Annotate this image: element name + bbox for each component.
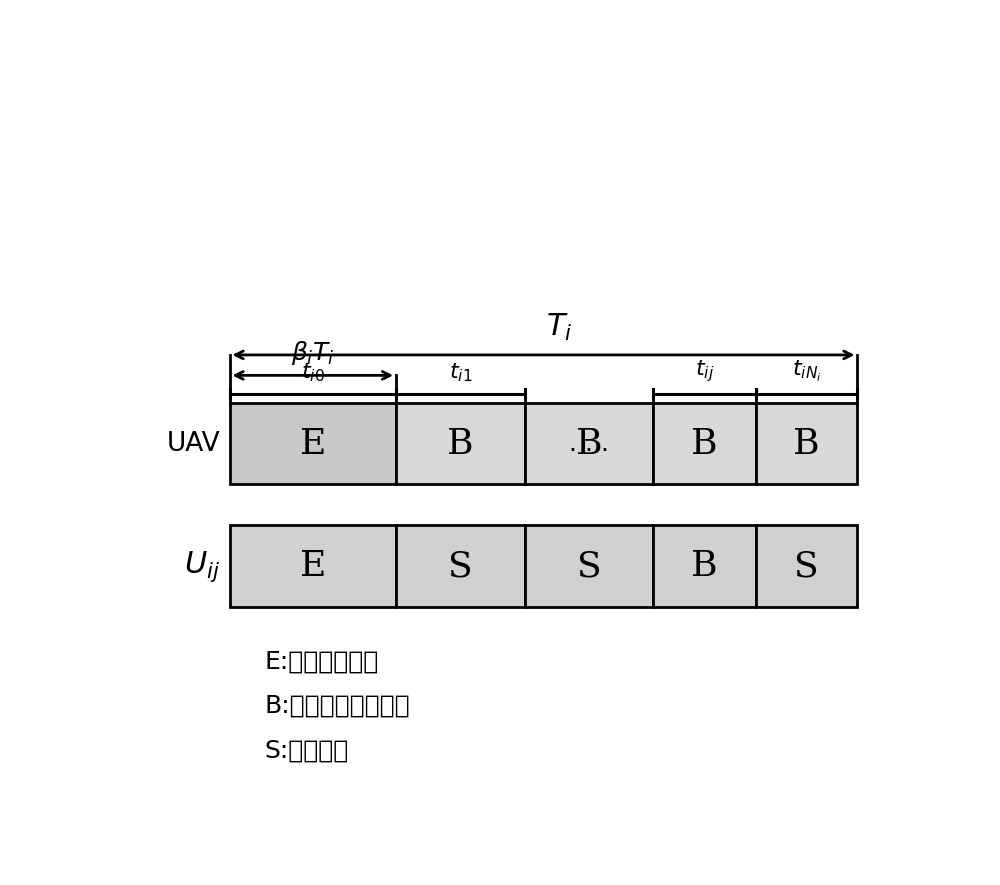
Text: $t_{i1}$: $t_{i1}$	[449, 362, 472, 384]
Text: UAV: UAV	[167, 430, 220, 457]
Bar	[525, 403, 653, 484]
Text: . . .: . . .	[569, 432, 609, 456]
Text: S: S	[794, 550, 819, 583]
Text: S:睡眠模式: S:睡眠模式	[264, 738, 349, 762]
Bar	[756, 526, 857, 607]
Text: B:反向散射通信阶段: B:反向散射通信阶段	[264, 694, 410, 718]
Bar	[230, 526, 396, 607]
Text: B: B	[793, 427, 820, 460]
Text: B: B	[691, 427, 718, 460]
Text: S: S	[577, 550, 601, 583]
Text: E: E	[300, 550, 326, 583]
Bar	[653, 403, 756, 484]
Text: B: B	[691, 550, 718, 583]
Bar	[396, 526, 525, 607]
Text: E: E	[300, 427, 326, 460]
Bar	[230, 403, 396, 484]
Text: $T_i$: $T_i$	[546, 312, 572, 342]
Text: E:能量收集阶段: E:能量收集阶段	[264, 650, 379, 673]
Text: $t_{iN_i}$: $t_{iN_i}$	[792, 359, 821, 384]
Bar	[525, 526, 653, 607]
Text: S: S	[448, 550, 473, 583]
Text: $t_{i0}$: $t_{i0}$	[301, 362, 325, 384]
Text: $U_{ij}$: $U_{ij}$	[184, 549, 220, 583]
Text: B: B	[447, 427, 474, 460]
Text: $\beta_i T_i$: $\beta_i T_i$	[291, 339, 335, 366]
Text: B: B	[576, 427, 602, 460]
Bar	[653, 526, 756, 607]
Bar	[396, 403, 525, 484]
Bar	[756, 403, 857, 484]
Text: $t_{ij}$: $t_{ij}$	[695, 358, 714, 384]
